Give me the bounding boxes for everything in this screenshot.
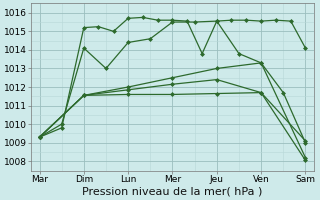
X-axis label: Pression niveau de la mer( hPa ): Pression niveau de la mer( hPa ) xyxy=(82,187,263,197)
